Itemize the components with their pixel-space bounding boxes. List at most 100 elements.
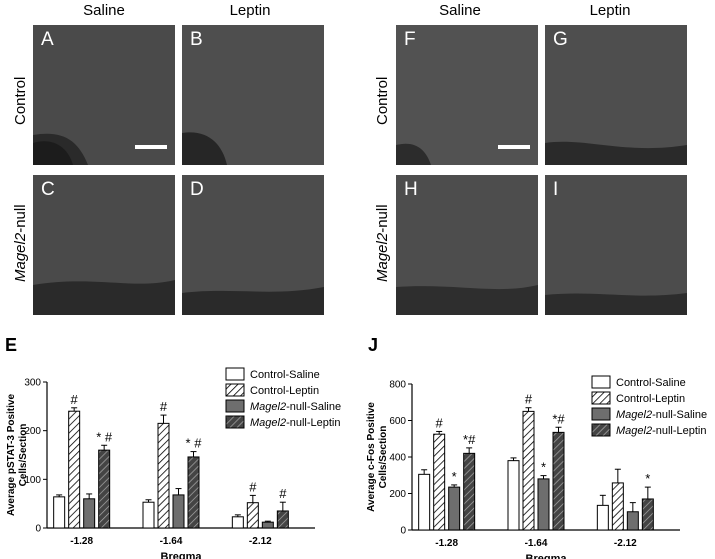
bar [231,516,244,529]
row-header-control-right: Control [374,76,391,125]
legend-swatch [225,383,245,397]
significance-marker: * # [186,436,203,451]
significance-marker: # [160,399,168,414]
legend-entry: Magel2-null-Saline [616,409,707,421]
legend-swatch [591,375,611,389]
legend-entry: Control-Leptin [250,385,319,397]
scale-bar [135,145,167,149]
y-axis-label: Cells/Section [378,426,389,489]
bar [172,494,185,529]
bar [83,498,96,529]
bar [68,410,81,529]
legend-swatch [225,367,245,381]
bar [142,501,155,529]
micrograph-c: C [33,175,175,315]
significance-marker: * [645,471,650,486]
micrograph-g: G [545,25,687,165]
x-tick-label: -2.12 [249,536,272,547]
legend-swatch [591,407,611,421]
y-tick-label: 200 [389,489,406,500]
bar [418,473,431,531]
bar [596,504,609,531]
col-header-saline-left: Saline [83,2,125,19]
micrograph-b: B [182,25,324,165]
significance-marker: # [249,479,257,494]
chart-letter-e: E [5,335,18,355]
bar [433,433,446,531]
significance-marker: * # [96,429,113,444]
micrograph-a: A [33,25,175,165]
y-tick-label: 800 [389,380,406,391]
bar [537,478,550,531]
y-tick-label: 200 [24,426,41,437]
bar [611,482,624,531]
bar [552,431,565,531]
chart-cfos: 0 200 400 600 800 Average c-Fos Positive Cells… [366,375,707,559]
scale-bar [498,145,530,149]
y-tick-label: 0 [400,526,406,537]
significance-marker: # [525,392,533,407]
panel-letter-h: H [404,179,418,200]
y-axis-label: Cells/Section [18,424,29,487]
legend-entry: Control-Saline [250,369,320,381]
y-tick-label: 300 [24,378,41,389]
micrograph-h: H [396,175,538,315]
panel-letter-g: G [553,29,568,50]
x-tick-label: -1.28 [70,536,93,547]
col-header-leptin-right: Leptin [589,2,631,19]
bar [276,510,289,529]
significance-marker: # [279,486,287,501]
col-header-leptin-left: Leptin [229,2,271,19]
y-tick-label: 600 [389,416,406,427]
x-tick-label: -1.64 [160,536,183,547]
col-header-saline-right: Saline [439,2,481,19]
panel-letter-c: C [41,179,55,200]
y-tick-label: 100 [24,475,41,486]
panel-letter-i: I [553,179,559,200]
x-axis-label: Bregma [161,551,203,559]
x-tick-label: -1.28 [435,538,458,549]
legend-swatch [591,391,611,405]
y-axis-label: Average pSTAT-3 Positive [6,394,17,517]
panel-letter-d: D [190,179,204,200]
row-header-magel2-left: Magel2-null [12,204,29,282]
bar [246,502,259,529]
bar [522,410,535,531]
row-header-control-left: Control [12,76,29,125]
bar [448,486,461,531]
bar [626,511,639,531]
x-tick-label: -2.12 [614,538,637,549]
row-header-magel2-right: Magel2-null [374,204,391,282]
legend-swatch [225,415,245,429]
bar [98,449,111,529]
legend-swatch [591,423,611,437]
significance-marker: # [71,392,79,407]
significance-marker: *# [552,411,565,426]
micrograph-i: I [545,175,687,315]
panel-letter-b: B [190,29,203,50]
significance-marker: * [452,469,457,484]
chart-letter-j: J [368,335,379,355]
bar [53,496,66,529]
bar [463,452,476,531]
panel-letter-f: F [404,29,416,50]
significance-marker: * [541,460,546,475]
legend-entry: Magel2-null-Leptin [250,417,341,429]
x-tick-label: -1.64 [525,538,548,549]
significance-marker: # [436,415,444,430]
y-tick-label: 0 [35,524,41,535]
y-tick-label: 400 [389,453,406,464]
x-axis-label: Bregma [526,553,568,559]
legend-entry: Control-Saline [616,377,686,389]
micrograph-d: D [182,175,324,315]
legend-swatch [225,399,245,413]
bar [187,456,200,529]
legend-entry: Magel2-null-Saline [250,401,341,413]
bar [261,521,274,529]
chart-pstat3: 0 100 200 300 Average pSTAT-3 Positive Cells/… [6,367,341,559]
micrograph-f: F [396,25,538,165]
bar [157,422,170,529]
y-axis-label: Average c-Fos Positive [366,402,377,512]
legend-entry: Control-Leptin [616,393,685,405]
significance-marker: *# [463,432,476,447]
